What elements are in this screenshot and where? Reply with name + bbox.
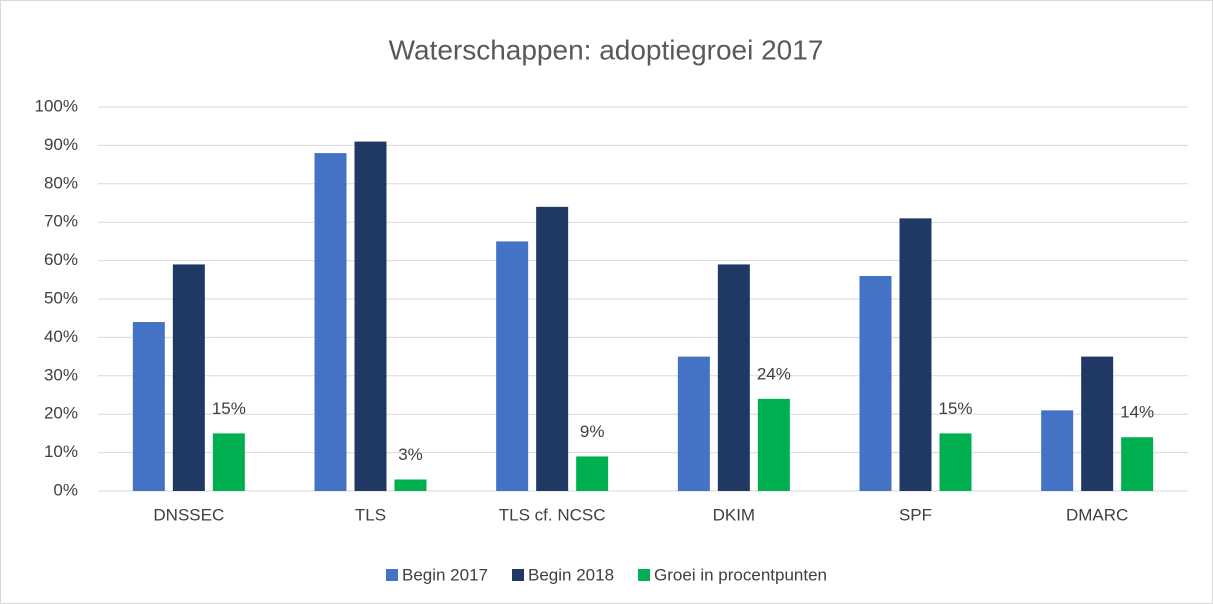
data-label: 15% <box>938 399 972 418</box>
bar <box>172 264 205 491</box>
bar <box>757 398 790 491</box>
bar <box>314 153 347 491</box>
legend-label: Begin 2018 <box>528 565 614 584</box>
y-tick-label: 10% <box>44 442 78 461</box>
x-tick-label: DKIM <box>713 505 756 524</box>
bar <box>677 356 710 491</box>
bar <box>576 456 609 491</box>
x-tick-label: DMARC <box>1066 505 1128 524</box>
y-tick-label: 80% <box>44 173 78 192</box>
x-tick-label: DNSSEC <box>153 505 224 524</box>
bar <box>1121 437 1154 491</box>
bar <box>354 141 387 491</box>
bar <box>899 218 932 492</box>
data-label: 3% <box>398 445 423 464</box>
legend-swatch <box>512 569 525 581</box>
bar <box>1081 356 1114 491</box>
y-tick-label: 50% <box>44 288 78 307</box>
y-tick-label: 70% <box>44 212 78 231</box>
legend-swatch <box>638 569 651 581</box>
bar <box>394 479 427 491</box>
bar <box>939 433 972 491</box>
bar <box>496 241 529 491</box>
y-tick-label: 20% <box>44 404 78 423</box>
legend-swatch <box>385 569 398 581</box>
data-label: 9% <box>580 422 605 441</box>
legend-label: Begin 2017 <box>402 565 488 584</box>
data-label: 14% <box>1120 403 1154 422</box>
x-tick-label: SPF <box>899 505 932 524</box>
bar <box>536 206 569 491</box>
y-tick-label: 60% <box>44 250 78 269</box>
x-tick-label: TLS <box>355 505 386 524</box>
bar <box>717 264 750 491</box>
y-tick-label: 0% <box>53 480 78 499</box>
data-label: 15% <box>212 399 246 418</box>
bar <box>859 275 892 491</box>
chart-title: Waterschappen: adoptiegroei 2017 <box>389 34 824 65</box>
legend-label: Groei in procentpunten <box>654 565 827 584</box>
y-tick-label: 90% <box>44 135 78 154</box>
y-tick-label: 30% <box>44 365 78 384</box>
bar <box>132 322 165 491</box>
data-label: 24% <box>757 364 791 383</box>
y-tick-label: 40% <box>44 327 78 346</box>
x-tick-label: TLS cf. NCSC <box>499 505 606 524</box>
bar <box>212 433 245 491</box>
bar <box>1041 410 1074 491</box>
y-tick-label: 100% <box>35 96 78 115</box>
